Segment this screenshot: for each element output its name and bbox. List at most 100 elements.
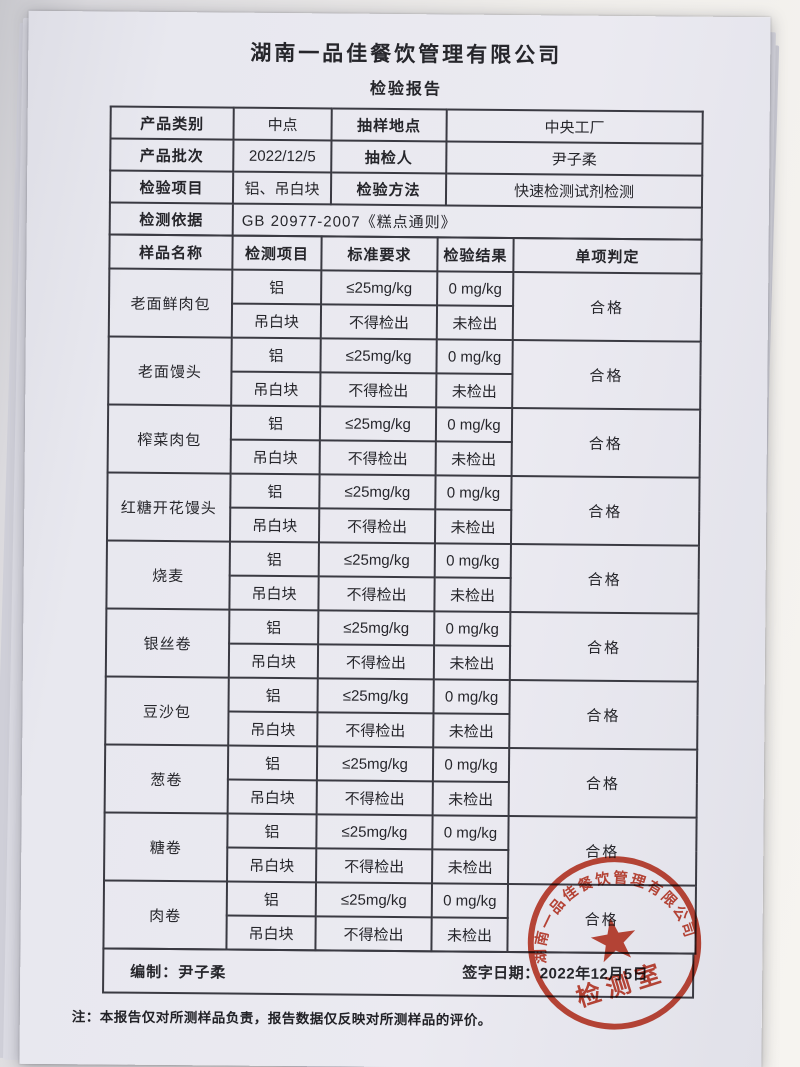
info-label-cell: 检测依据 xyxy=(109,202,233,236)
result-cell: 0 mg/kg xyxy=(435,407,513,443)
sample-name-cell: 豆沙包 xyxy=(105,676,229,746)
result-cell: 未检出 xyxy=(436,373,513,409)
item-cell: 铝 xyxy=(229,609,319,645)
standard-cell: ≤25mg/kg xyxy=(320,338,437,374)
info-label-cell: 检验方法 xyxy=(330,172,447,206)
info-value-cell: 中点 xyxy=(233,107,332,141)
item-cell: 吊白块 xyxy=(231,303,322,339)
judgment-cell: 合格 xyxy=(510,544,699,614)
standard-cell: 不得检出 xyxy=(316,780,433,816)
item-cell: 吊白块 xyxy=(226,915,316,951)
item-cell: 吊白块 xyxy=(230,439,320,475)
item-cell: 吊白块 xyxy=(228,711,318,747)
item-cell: 铝 xyxy=(227,745,318,781)
judgment-cell: 合格 xyxy=(511,408,701,478)
result-cell: 0 mg/kg xyxy=(432,747,510,783)
info-value-cell: 快速检测试剂检测 xyxy=(445,173,703,208)
info-label-cell: 检验项目 xyxy=(109,170,234,204)
table-row: 葱卷 铝 ≤25mg/kg 0 mg/kg 合格 xyxy=(104,744,698,818)
standard-cell: 不得检出 xyxy=(319,440,436,476)
item-cell: 吊白块 xyxy=(231,371,321,407)
info-value-cell: 铝、吊白块 xyxy=(232,171,332,205)
result-cell: 未检出 xyxy=(433,713,510,749)
item-cell: 吊白块 xyxy=(229,575,319,611)
result-cell: 0 mg/kg xyxy=(434,543,511,579)
sample-name-cell: 肉卷 xyxy=(103,880,228,950)
item-cell: 铝 xyxy=(227,813,317,849)
info-label-cell: 抽检人 xyxy=(331,140,447,174)
company-title: 湖南一品佳餐饮管理有限公司 xyxy=(250,41,563,68)
info-value-cell: 中央工厂 xyxy=(446,109,703,144)
standard-cell: ≤25mg/kg xyxy=(319,406,437,442)
results-header-cell: 单项判定 xyxy=(513,238,702,274)
info-table: 产品类别 中点 抽样地点 中央工厂 产品批次 2022/12/5 抽检人 尹子柔… xyxy=(109,105,704,240)
report-title: 检验报告 xyxy=(369,80,443,99)
item-cell: 吊白块 xyxy=(227,847,317,883)
inspection-stamp-icon: 湖南一品佳餐饮管理有限公司 检测室 xyxy=(523,856,702,1030)
item-cell: 铝 xyxy=(230,473,320,509)
judgment-cell: 合格 xyxy=(508,748,698,818)
standard-cell: 不得检出 xyxy=(318,508,436,544)
table-row: 银丝卷 铝 ≤25mg/kg 0 mg/kg 合格 xyxy=(105,608,699,682)
sample-name-cell: 烧麦 xyxy=(106,540,230,610)
result-cell: 0 mg/kg xyxy=(434,611,511,647)
result-cell: 0 mg/kg xyxy=(433,679,510,715)
results-header-cell: 检测项目 xyxy=(232,235,322,271)
result-cell: 0 mg/kg xyxy=(431,883,509,918)
table-row: 榨菜肉包 铝 ≤25mg/kg 0 mg/kg 合格 xyxy=(107,404,701,478)
result-cell: 未检出 xyxy=(434,509,512,545)
results-header-cell: 样品名称 xyxy=(109,234,233,270)
result-cell: 0 mg/kg xyxy=(436,339,513,375)
standard-cell: ≤25mg/kg xyxy=(318,542,435,578)
info-label-cell: 产品批次 xyxy=(110,138,234,172)
result-cell: 未检出 xyxy=(432,781,509,817)
table-row: 糖卷 铝 ≤25mg/kg 0 mg/kg 合格 xyxy=(104,812,697,886)
standard-cell: ≤25mg/kg xyxy=(319,474,436,510)
item-cell: 铝 xyxy=(228,677,318,713)
standard-cell: 不得检出 xyxy=(318,576,435,612)
table-row: 烧麦 铝 ≤25mg/kg 0 mg/kg 合格 xyxy=(106,540,699,614)
table-row: 老面鲜肉包 铝 ≤25mg/kg 0 mg/kg 合格 xyxy=(108,268,702,342)
standard-cell: 不得检出 xyxy=(320,372,437,408)
item-cell: 铝 xyxy=(226,881,317,917)
item-cell: 铝 xyxy=(229,541,319,577)
result-cell: 0 mg/kg xyxy=(432,815,509,851)
sample-name-cell: 葱卷 xyxy=(104,744,229,814)
result-cell: 未检出 xyxy=(432,849,509,884)
result-cell: 未检出 xyxy=(436,305,514,341)
standard-cell: ≤25mg/kg xyxy=(316,746,434,782)
info-label-cell: 抽样地点 xyxy=(331,108,447,142)
sample-name-cell: 红糖开花馒头 xyxy=(106,472,231,542)
results-header-row: 样品名称 检测项目 标准要求 检验结果 单项判定 xyxy=(109,234,702,274)
standard-cell: 不得检出 xyxy=(317,644,435,680)
results-table: 样品名称 检测项目 标准要求 检验结果 单项判定 老面鲜肉包 铝 ≤25mg/k… xyxy=(102,233,702,954)
prepared-by: 编制：尹子柔 xyxy=(130,961,226,983)
result-cell: 未检出 xyxy=(433,645,511,681)
item-cell: 吊白块 xyxy=(227,779,317,815)
result-cell: 未检出 xyxy=(435,441,512,477)
item-cell: 铝 xyxy=(230,405,321,441)
result-cell: 未检出 xyxy=(434,577,511,613)
standard-cell: ≤25mg/kg xyxy=(316,814,433,850)
standard-cell: ≤25mg/kg xyxy=(317,678,434,714)
standard-cell: ≤25mg/kg xyxy=(318,610,435,646)
results-header-cell: 检验结果 xyxy=(437,237,514,273)
table-row: 老面馒头 铝 ≤25mg/kg 0 mg/kg 合格 xyxy=(108,336,701,410)
judgment-cell: 合格 xyxy=(512,340,701,410)
sample-name-cell: 糖卷 xyxy=(104,812,228,882)
report-paper: 湖南一品佳餐饮管理有限公司 检验报告 产品类别 中点 抽样地点 中央工厂 产品批… xyxy=(19,10,771,1067)
standard-cell: 不得检出 xyxy=(320,304,438,340)
info-label-cell: 产品类别 xyxy=(110,106,234,140)
prepared-by-label: 编制： xyxy=(130,963,179,982)
info-row: 检验项目 铝、吊白块 检验方法 快速检测试剂检测 xyxy=(109,170,703,208)
judgment-cell: 合格 xyxy=(509,612,699,682)
judgment-cell: 合格 xyxy=(510,476,700,546)
standard-cell: 不得检出 xyxy=(316,848,433,884)
item-cell: 吊白块 xyxy=(229,507,320,543)
standard-cell: 不得检出 xyxy=(317,712,434,748)
stamp-ring xyxy=(527,856,702,1030)
standard-cell: ≤25mg/kg xyxy=(315,882,433,918)
prepared-by-value: 尹子柔 xyxy=(178,964,227,982)
sample-name-cell: 老面馒头 xyxy=(108,336,232,406)
